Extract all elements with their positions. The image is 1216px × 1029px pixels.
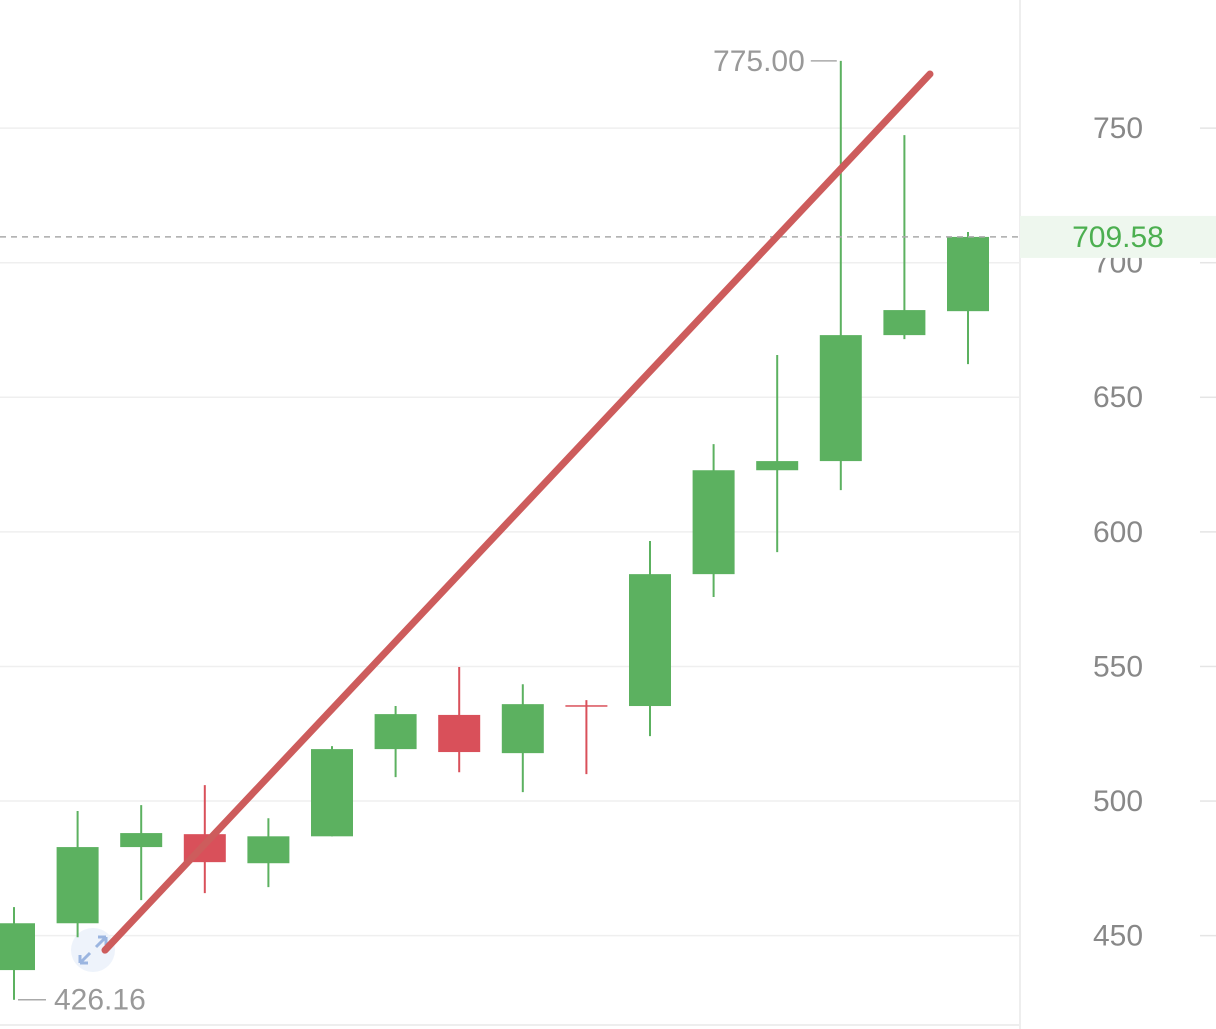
y-tick-label: 750 <box>1093 112 1143 145</box>
expand-icon[interactable] <box>71 928 115 972</box>
candle-body <box>0 923 35 971</box>
candle-body <box>120 833 163 848</box>
last-price-bg <box>1020 215 1216 258</box>
y-tick-label: 550 <box>1093 650 1143 683</box>
candle-body <box>247 836 290 864</box>
candle-body <box>501 704 544 754</box>
candle-body <box>819 335 862 462</box>
candle-body <box>438 714 481 753</box>
candle-body <box>629 574 671 707</box>
max-label: 775.00 <box>713 45 805 78</box>
icon-arrows <box>78 935 108 965</box>
trend-line <box>101 70 934 954</box>
candle-body <box>374 714 417 750</box>
last-price-label: 709.58 <box>1072 221 1164 254</box>
candle-body <box>883 310 926 336</box>
y-tick-label: 500 <box>1093 785 1143 818</box>
candle-body <box>56 847 99 924</box>
candle-body <box>311 749 353 837</box>
y-tick-label: 600 <box>1093 516 1143 549</box>
min-label: 426.16 <box>54 984 146 1017</box>
y-tick-label: 650 <box>1093 381 1143 414</box>
candle-body <box>947 236 989 312</box>
candle-body <box>565 705 608 707</box>
candle-body <box>756 461 799 471</box>
y-tick-label: 450 <box>1093 920 1143 953</box>
candle-body <box>692 470 735 575</box>
